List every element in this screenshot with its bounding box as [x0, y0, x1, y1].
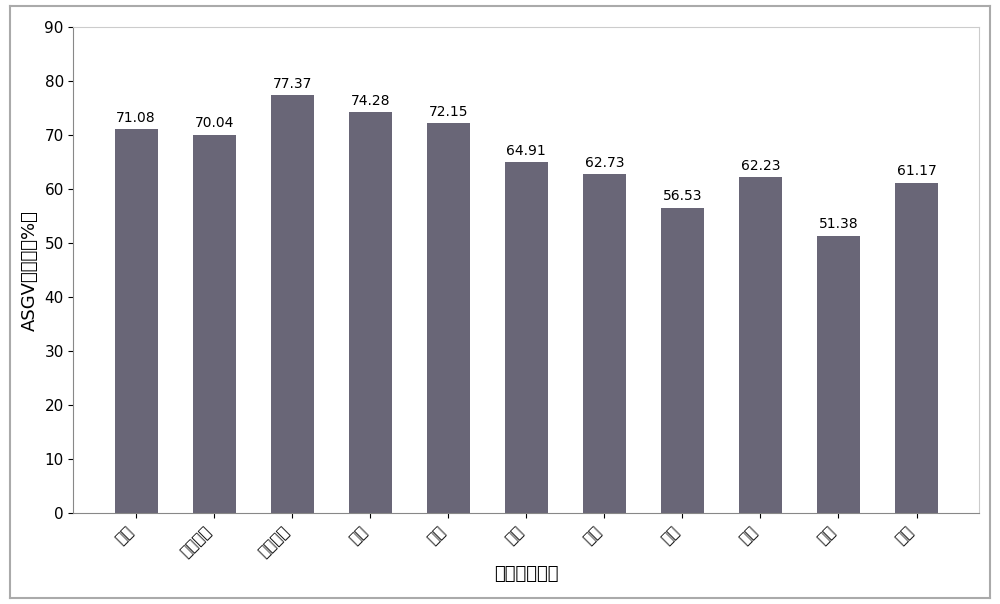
Bar: [115, 129, 158, 513]
Bar: [661, 208, 704, 513]
Text: 72.15: 72.15: [429, 105, 468, 119]
Bar: [583, 175, 626, 513]
Text: 62.73: 62.73: [585, 156, 624, 170]
Y-axis label: ASGV检出率（%）: ASGV检出率（%）: [21, 210, 39, 330]
Text: 77.37: 77.37: [273, 77, 312, 91]
Bar: [895, 183, 938, 513]
Text: 62.23: 62.23: [741, 159, 780, 173]
Bar: [817, 236, 860, 513]
Bar: [505, 162, 548, 513]
Text: 51.38: 51.38: [819, 217, 858, 231]
Text: 56.53: 56.53: [663, 190, 702, 204]
Text: 64.91: 64.91: [506, 144, 546, 158]
Text: 61.17: 61.17: [897, 164, 936, 178]
Bar: [349, 112, 392, 513]
Text: 71.08: 71.08: [116, 111, 156, 125]
Bar: [271, 95, 314, 513]
Text: 70.04: 70.04: [194, 117, 234, 130]
X-axis label: 山西省采样点: 山西省采样点: [494, 565, 559, 583]
Text: 74.28: 74.28: [350, 94, 390, 108]
Bar: [427, 123, 470, 513]
Bar: [193, 135, 236, 513]
Bar: [739, 177, 782, 513]
